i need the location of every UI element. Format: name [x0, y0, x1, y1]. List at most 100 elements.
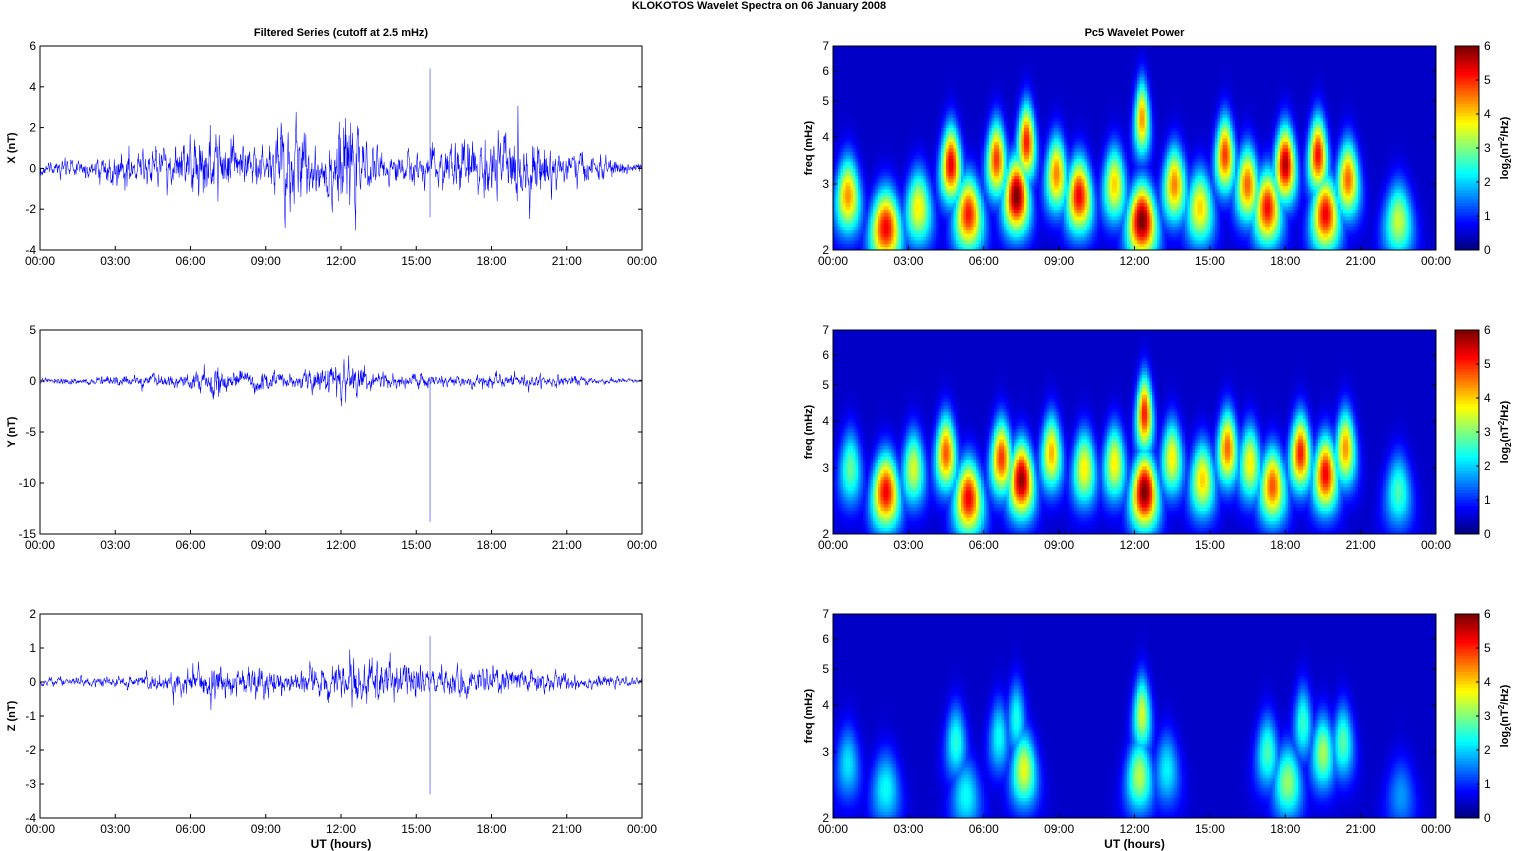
wavelet-z-colorbar-tick-label: 6: [1484, 607, 1491, 621]
series-z-ytick-label: -4: [25, 811, 36, 825]
wavelet-y-xtick-label: 09:00: [1044, 538, 1074, 552]
wavelet-z-colorbar-tick-label: 1: [1484, 777, 1491, 791]
series-x-ytick-label: -4: [25, 243, 36, 257]
wavelet-y-ytick-label: 7: [822, 323, 829, 337]
series-z-xtick-label: 15:00: [401, 822, 431, 836]
wavelet-z-xtick-label: 18:00: [1270, 822, 1300, 836]
wavelet-z-colorbar-tick-label: 3: [1484, 709, 1491, 723]
wavelet-x-colorbar-tick-label: 0: [1484, 243, 1491, 257]
wavelet-z-xtick-label: 09:00: [1044, 822, 1074, 836]
series-y-xtick-label: 21:00: [552, 538, 582, 552]
series-y-xtick-label: 09:00: [251, 538, 281, 552]
wavelet-y-colorbar: [1455, 330, 1479, 535]
series-y-xtick-label: 15:00: [401, 538, 431, 552]
wavelet-z-ylabel: freq (mHz): [803, 688, 815, 743]
series-y-line: [39, 355, 643, 407]
wavelet-y-xtick-label: 00:00: [818, 538, 848, 552]
wavelet-y-xtick-label: 03:00: [893, 538, 923, 552]
wavelet-z-xtick-label: 03:00: [893, 822, 923, 836]
series-y-ytick-label: -5: [25, 425, 36, 439]
wavelet-z-ytick-label: 4: [822, 698, 829, 712]
series-z-xtick-label: 12:00: [326, 822, 356, 836]
series-z-ytick-label: -3: [25, 777, 36, 791]
right-xlabel: UT (hours): [1104, 837, 1165, 851]
wavelet-x-xtick-label: 09:00: [1044, 254, 1074, 268]
wavelet-y-ytick-label: 5: [822, 378, 829, 392]
wavelet-x-xtick-label: 06:00: [969, 254, 999, 268]
wavelet-z-colorbar-tick-label: 4: [1484, 675, 1491, 689]
wavelet-y-colorbar-tick-label: 1: [1484, 493, 1491, 507]
wavelet-x-colorbar: [1455, 46, 1479, 251]
series-y-ytick-label: -15: [19, 527, 37, 541]
wavelet-z-colorbar-tick-label: 5: [1484, 641, 1491, 655]
wavelet-x-xtick-label: 15:00: [1195, 254, 1225, 268]
series-z-ylabel: Z (nT): [6, 700, 18, 731]
series-x-plot-area: [40, 46, 642, 250]
wavelet-z-heatmap: [833, 614, 1437, 819]
wavelet-y-heatmap: [833, 330, 1437, 535]
series-y-xtick-label: 18:00: [476, 538, 506, 552]
wavelet-y-ytick-label: 6: [822, 348, 829, 362]
wavelet-x-colorbar-tick-label: 6: [1484, 39, 1491, 53]
wavelet-y-colorbar-tick-label: 2: [1484, 459, 1491, 473]
wavelet-y-ytick-label: 3: [822, 461, 829, 475]
series-x-xtick-label: 06:00: [175, 254, 205, 268]
wavelet-z-xtick-label: 00:00: [818, 822, 848, 836]
wavelet-z-ytick-label: 2: [822, 811, 829, 825]
wavelet-x-xtick-label: 00:00: [1421, 254, 1451, 268]
series-x-ytick-label: -2: [25, 202, 36, 216]
series-x-xtick-label: 18:00: [476, 254, 506, 268]
wavelet-y-colorbar-tick-label: 6: [1484, 323, 1491, 337]
series-x-xtick-label: 09:00: [251, 254, 281, 268]
series-z-xtick-label: 18:00: [476, 822, 506, 836]
wavelet-y-ytick-label: 4: [822, 414, 829, 428]
wavelet-y-xtick-label: 00:00: [1421, 538, 1451, 552]
series-z-xtick-label: 21:00: [552, 822, 582, 836]
series-z-ytick-label: 0: [29, 675, 36, 689]
series-y-ylabel: Y (nT): [6, 416, 18, 447]
series-y-xtick-label: 06:00: [175, 538, 205, 552]
wavelet-y-xtick-label: 06:00: [969, 538, 999, 552]
wavelet-z-ytick-label: 5: [822, 662, 829, 676]
wavelet-z-colorbar-tick-label: 0: [1484, 811, 1491, 825]
series-z-ytick-label: -1: [25, 709, 36, 723]
wavelet-z-xtick-label: 06:00: [969, 822, 999, 836]
series-z-xtick-label: 00:00: [25, 822, 55, 836]
left-xlabel: UT (hours): [311, 837, 372, 851]
wavelet-x-colorbar-tick-label: 3: [1484, 141, 1491, 155]
wavelet-x-xtick-label: 21:00: [1346, 254, 1376, 268]
series-x-xtick-label: 15:00: [401, 254, 431, 268]
series-z-xtick-label: 00:00: [627, 822, 657, 836]
series-y-xtick-label: 03:00: [100, 538, 130, 552]
series-x-ytick-label: 4: [29, 80, 36, 94]
wavelet-y-xtick-label: 18:00: [1270, 538, 1300, 552]
wavelet-x-ytick-label: 4: [822, 130, 829, 144]
wavelet-x-colorbar-tick-label: 5: [1484, 73, 1491, 87]
series-x-xtick-label: 00:00: [25, 254, 55, 268]
series-z-ytick-label: 2: [29, 607, 36, 621]
wavelet-x-ytick-label: 5: [822, 94, 829, 108]
series-y-ytick-label: -10: [19, 476, 37, 490]
wavelet-z-ytick-label: 3: [822, 745, 829, 759]
series-z-ytick-label: 1: [29, 641, 36, 655]
wavelet-z-xtick-label: 00:00: [1421, 822, 1451, 836]
wavelet-y-xtick-label: 15:00: [1195, 538, 1225, 552]
wavelet-y-colorbar-tick-label: 3: [1484, 425, 1491, 439]
series-y-xtick-label: 00:00: [627, 538, 657, 552]
series-y-xtick-label: 12:00: [326, 538, 356, 552]
series-x-xtick-label: 12:00: [326, 254, 356, 268]
wavelet-z-xtick-label: 15:00: [1195, 822, 1225, 836]
series-x-ylabel: X (nT): [6, 132, 18, 163]
series-z-xtick-label: 03:00: [100, 822, 130, 836]
wavelet-y-xtick-label: 21:00: [1346, 538, 1376, 552]
wavelet-y-colorbar-label: log2(nT2/Hz): [1497, 400, 1513, 463]
wavelet-x-colorbar-tick-label: 1: [1484, 209, 1491, 223]
wavelet-z-ytick-label: 7: [822, 607, 829, 621]
series-x-ytick-label: 6: [29, 39, 36, 53]
wavelet-x-colorbar-tick-label: 2: [1484, 175, 1491, 189]
wavelet-y-colorbar-tick-label: 0: [1484, 527, 1491, 541]
wavelet-x-xtick-label: 18:00: [1270, 254, 1300, 268]
series-y-plot-area: [40, 330, 642, 534]
wavelet-y-colorbar-tick-label: 5: [1484, 357, 1491, 371]
